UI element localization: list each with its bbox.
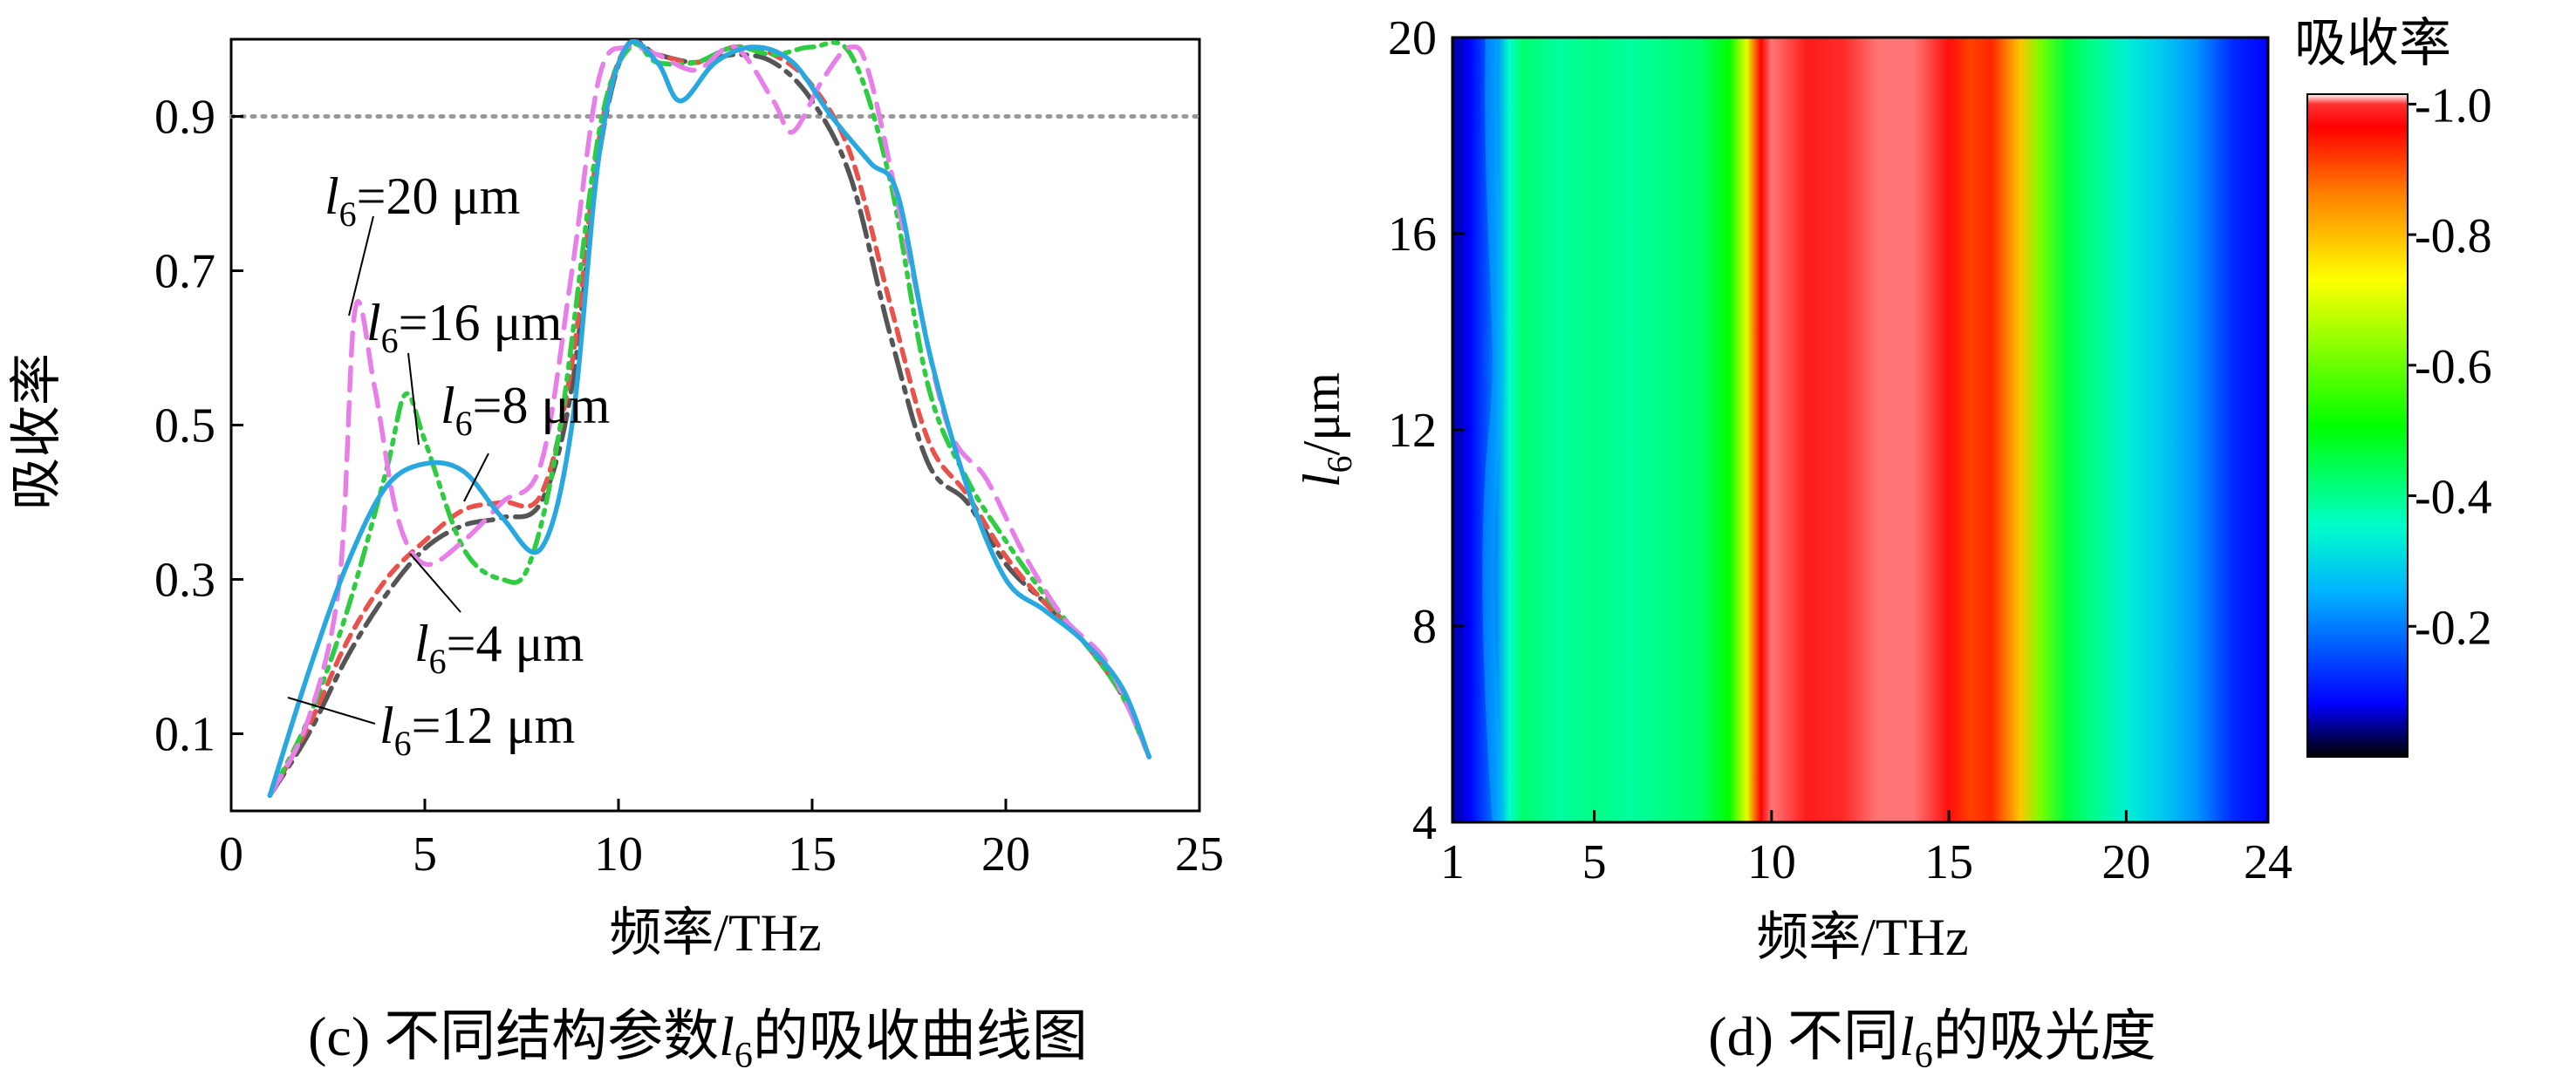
series-line-l6-20-m (267, 44, 1152, 799)
colorbar-tick-label: -0.4 (2415, 471, 2492, 525)
heatmap-y-tick-label: 16 (1388, 208, 1437, 262)
heatmap-y-axis-label: l6/μm (1293, 372, 1359, 487)
colorbar-tick-label: -0.8 (2415, 209, 2492, 263)
heatmap-x-tick-label: 1 (1440, 835, 1465, 889)
colorbar-tick-label: -0.2 (2415, 601, 2492, 655)
y-ticks: 0.1 0.3 0.5 0.7 0.9 (154, 91, 243, 762)
series-label-l6-8: l6=8 μm (441, 377, 610, 443)
x-tick-label: 10 (594, 827, 643, 882)
series-label-l6-12: l6=12 μm (379, 697, 575, 763)
x-ticks: 0 5 10 15 20 25 (219, 799, 1224, 882)
x-axis-label: 频率/THz (609, 904, 821, 962)
colorbar-tick-label: -0.6 (2415, 340, 2492, 394)
x-tick-label: 0 (219, 827, 243, 882)
heatmap-y-ticks: 4 8 12 16 20 (1388, 11, 1465, 850)
colorbar-ticks: -1.0 -0.8 -0.6 -0.4 -0.2 (2408, 78, 2492, 655)
heatmap-x-tick-label: 10 (1747, 835, 1796, 889)
heatmap-x-tick-label: 24 (2244, 835, 2292, 889)
leader-l6-12 (287, 697, 376, 725)
heatmap-x-axis-label: 频率/THz (1756, 909, 1968, 966)
caption-c: (c) 不同结构参数l6的吸收曲线图 (308, 1005, 1088, 1069)
heatmap-y-tick-label: 4 (1412, 796, 1437, 850)
heatmap-x-ticks: 1 5 10 15 20 24 (1440, 810, 2292, 889)
y-tick-label: 0.7 (154, 245, 215, 299)
annotation-leaders (287, 215, 489, 725)
series-label-l6-4: l6=4 μm (414, 615, 584, 681)
plot-frame (229, 37, 1201, 813)
leader-l6-4 (409, 553, 461, 613)
y-tick-label: 0.9 (154, 91, 215, 145)
colorbar (2306, 93, 2409, 758)
heatmap-streak (1482, 37, 1505, 823)
x-tick-label: 15 (788, 827, 837, 882)
colorbar-tick-label: -1.0 (2415, 78, 2492, 133)
heatmap-y-tick-label: 20 (1388, 11, 1437, 65)
heatmap-texture (1482, 37, 1505, 823)
leader-l6-20 (348, 215, 374, 317)
y-tick-label: 0.5 (154, 399, 215, 453)
heatmap-x-tick-label: 20 (2101, 835, 2150, 889)
series-line-l6-4-m (267, 39, 1152, 799)
series-group (267, 39, 1152, 799)
heatmap-x-tick-label: 15 (1924, 835, 1973, 889)
y-tick-label: 0.3 (154, 554, 215, 608)
series-line-l6-12-m (267, 39, 1152, 799)
colorbar-title: 吸收率 (2294, 15, 2451, 72)
line-chart-panel: 0 5 10 15 20 25 0.1 0.3 0.5 0.7 0.9 l6=20 μm l6=1… (8, 37, 1224, 1069)
x-tick-label: 5 (413, 827, 437, 882)
heatmap-image (1452, 37, 2268, 822)
heatmap-y-tick-label: 8 (1412, 600, 1437, 654)
y-axis-label: 吸收率 (8, 353, 65, 510)
y-tick-label: 0.1 (154, 708, 215, 762)
heatmap-x-tick-label: 5 (1582, 835, 1607, 889)
series-label-l6-16: l6=16 μm (366, 294, 562, 360)
x-tick-label: 20 (981, 827, 1030, 882)
heatmap-y-tick-label: 12 (1388, 404, 1437, 458)
leader-l6-8 (463, 453, 489, 502)
leader-l6-16 (407, 352, 420, 446)
x-tick-label: 25 (1175, 827, 1224, 882)
caption-d: (d) 不同l6的吸光度 (1708, 1005, 2156, 1069)
series-label-l6-20: l6=20 μm (325, 167, 520, 234)
